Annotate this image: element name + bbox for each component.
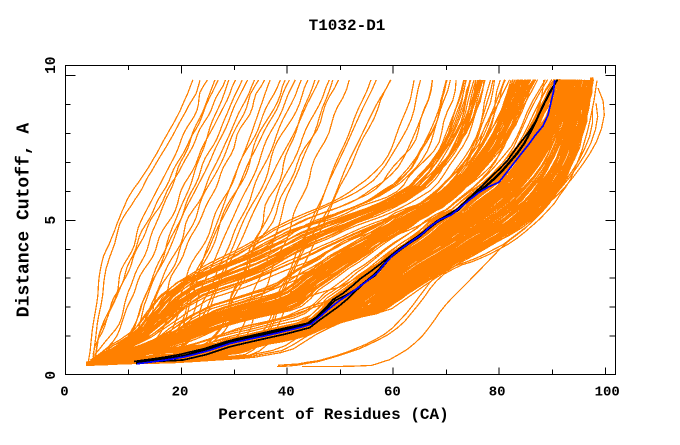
svg-text:100: 100: [595, 384, 620, 400]
svg-text:60: 60: [384, 384, 401, 400]
svg-text:T1032-D1: T1032-D1: [309, 17, 386, 35]
svg-text:Distance Cutoff, A: Distance Cutoff, A: [14, 123, 34, 318]
svg-text:Percent of Residues (CA): Percent of Residues (CA): [218, 406, 448, 424]
svg-text:10: 10: [44, 56, 60, 73]
svg-text:0: 0: [44, 371, 60, 380]
svg-text:5: 5: [44, 216, 60, 225]
svg-text:40: 40: [278, 384, 295, 400]
svg-text:80: 80: [489, 384, 506, 400]
svg-text:20: 20: [172, 384, 189, 400]
svg-text:0: 0: [60, 384, 68, 400]
